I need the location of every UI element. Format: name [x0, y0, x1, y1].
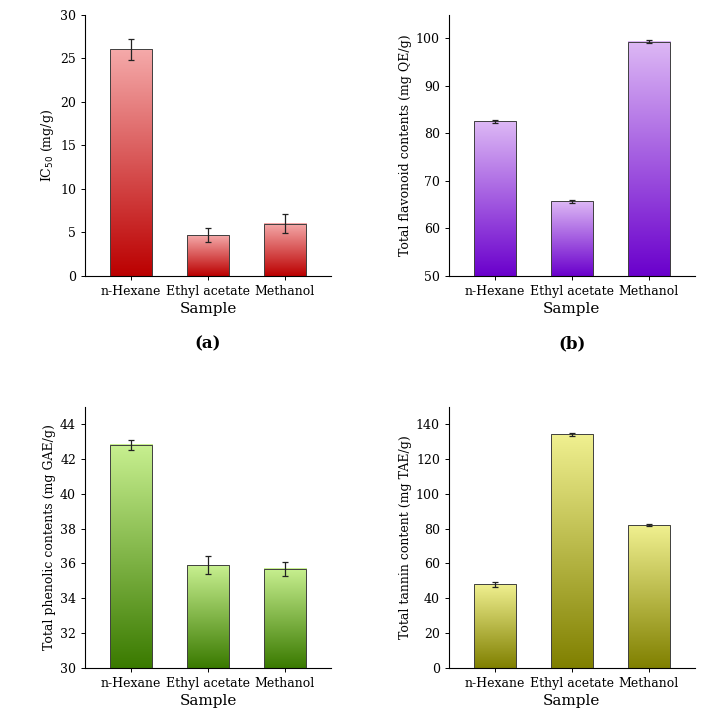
Bar: [474, 121, 516, 276]
Bar: [187, 565, 229, 668]
Bar: [474, 584, 516, 668]
Bar: [551, 201, 593, 276]
Y-axis label: IC$_{50}$ (mg/g): IC$_{50}$ (mg/g): [39, 109, 56, 182]
Bar: [264, 568, 306, 668]
Bar: [187, 235, 229, 276]
Bar: [627, 525, 670, 668]
X-axis label: Sample: Sample: [543, 694, 601, 708]
Bar: [551, 434, 593, 668]
X-axis label: Sample: Sample: [179, 302, 237, 316]
X-axis label: Sample: Sample: [179, 694, 237, 708]
Bar: [264, 224, 306, 276]
Text: (b): (b): [558, 335, 586, 352]
Bar: [627, 41, 670, 276]
Text: (a): (a): [195, 335, 221, 352]
Y-axis label: Total phenolic contents (mg GAE/g): Total phenolic contents (mg GAE/g): [43, 424, 56, 650]
Bar: [110, 49, 152, 276]
Y-axis label: Total flavonoid contents (mg QE/g): Total flavonoid contents (mg QE/g): [398, 34, 412, 256]
X-axis label: Sample: Sample: [543, 302, 601, 316]
Y-axis label: Total tannin content (mg TAE/g): Total tannin content (mg TAE/g): [398, 436, 412, 639]
Bar: [110, 445, 152, 668]
